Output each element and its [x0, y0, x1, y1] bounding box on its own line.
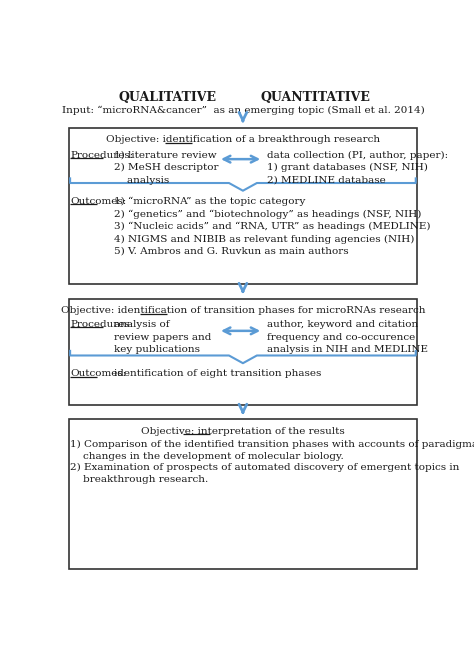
Text: data collection (PI, author, paper):
1) grant databases (NSF, NIH)
2) MEDLINE da: data collection (PI, author, paper): 1) …: [267, 151, 448, 185]
Text: QUANTITATIVE: QUANTITATIVE: [260, 91, 370, 105]
Text: Outcomes:: Outcomes:: [70, 370, 127, 379]
Bar: [69, 127, 417, 284]
Bar: [69, 419, 417, 568]
Text: 2) Examination of prospects of automated discovery of emergent topics in
    bre: 2) Examination of prospects of automated…: [70, 463, 459, 484]
Text: 1) “microRNA” as the topic category
2) “genetics” and “biotechnology” as heading: 1) “microRNA” as the topic category 2) “…: [113, 197, 430, 256]
Text: Objective: interpretation of the results: Objective: interpretation of the results: [141, 427, 345, 436]
Bar: [69, 298, 417, 405]
Text: Objective: identification of a breakthrough research: Objective: identification of a breakthro…: [106, 135, 380, 144]
Text: 1) Comparison of the identified transition phases with accounts of paradigmatic
: 1) Comparison of the identified transiti…: [70, 439, 474, 461]
Text: Procedures:: Procedures:: [70, 320, 133, 329]
Text: QUALITATIVE: QUALITATIVE: [119, 91, 217, 105]
Text: 1) literature review
2) MeSH descriptor
    analysis: 1) literature review 2) MeSH descriptor …: [113, 151, 218, 185]
Text: identification of eight transition phases: identification of eight transition phase…: [113, 370, 321, 379]
Text: author, keyword and citation
frequency and co-occurence
analysis in NIH and MEDL: author, keyword and citation frequency a…: [267, 320, 428, 354]
Text: Outcomes:: Outcomes:: [70, 197, 127, 206]
Text: Procedures:: Procedures:: [70, 151, 133, 160]
Text: Objective: identification of transition phases for microRNAs research: Objective: identification of transition …: [61, 306, 425, 315]
Text: analysis of
review papers and
key publications: analysis of review papers and key public…: [113, 320, 211, 354]
Text: Input: “microRNA&cancer”  as an emerging topic (Small et al. 2014): Input: “microRNA&cancer” as an emerging …: [62, 105, 424, 114]
